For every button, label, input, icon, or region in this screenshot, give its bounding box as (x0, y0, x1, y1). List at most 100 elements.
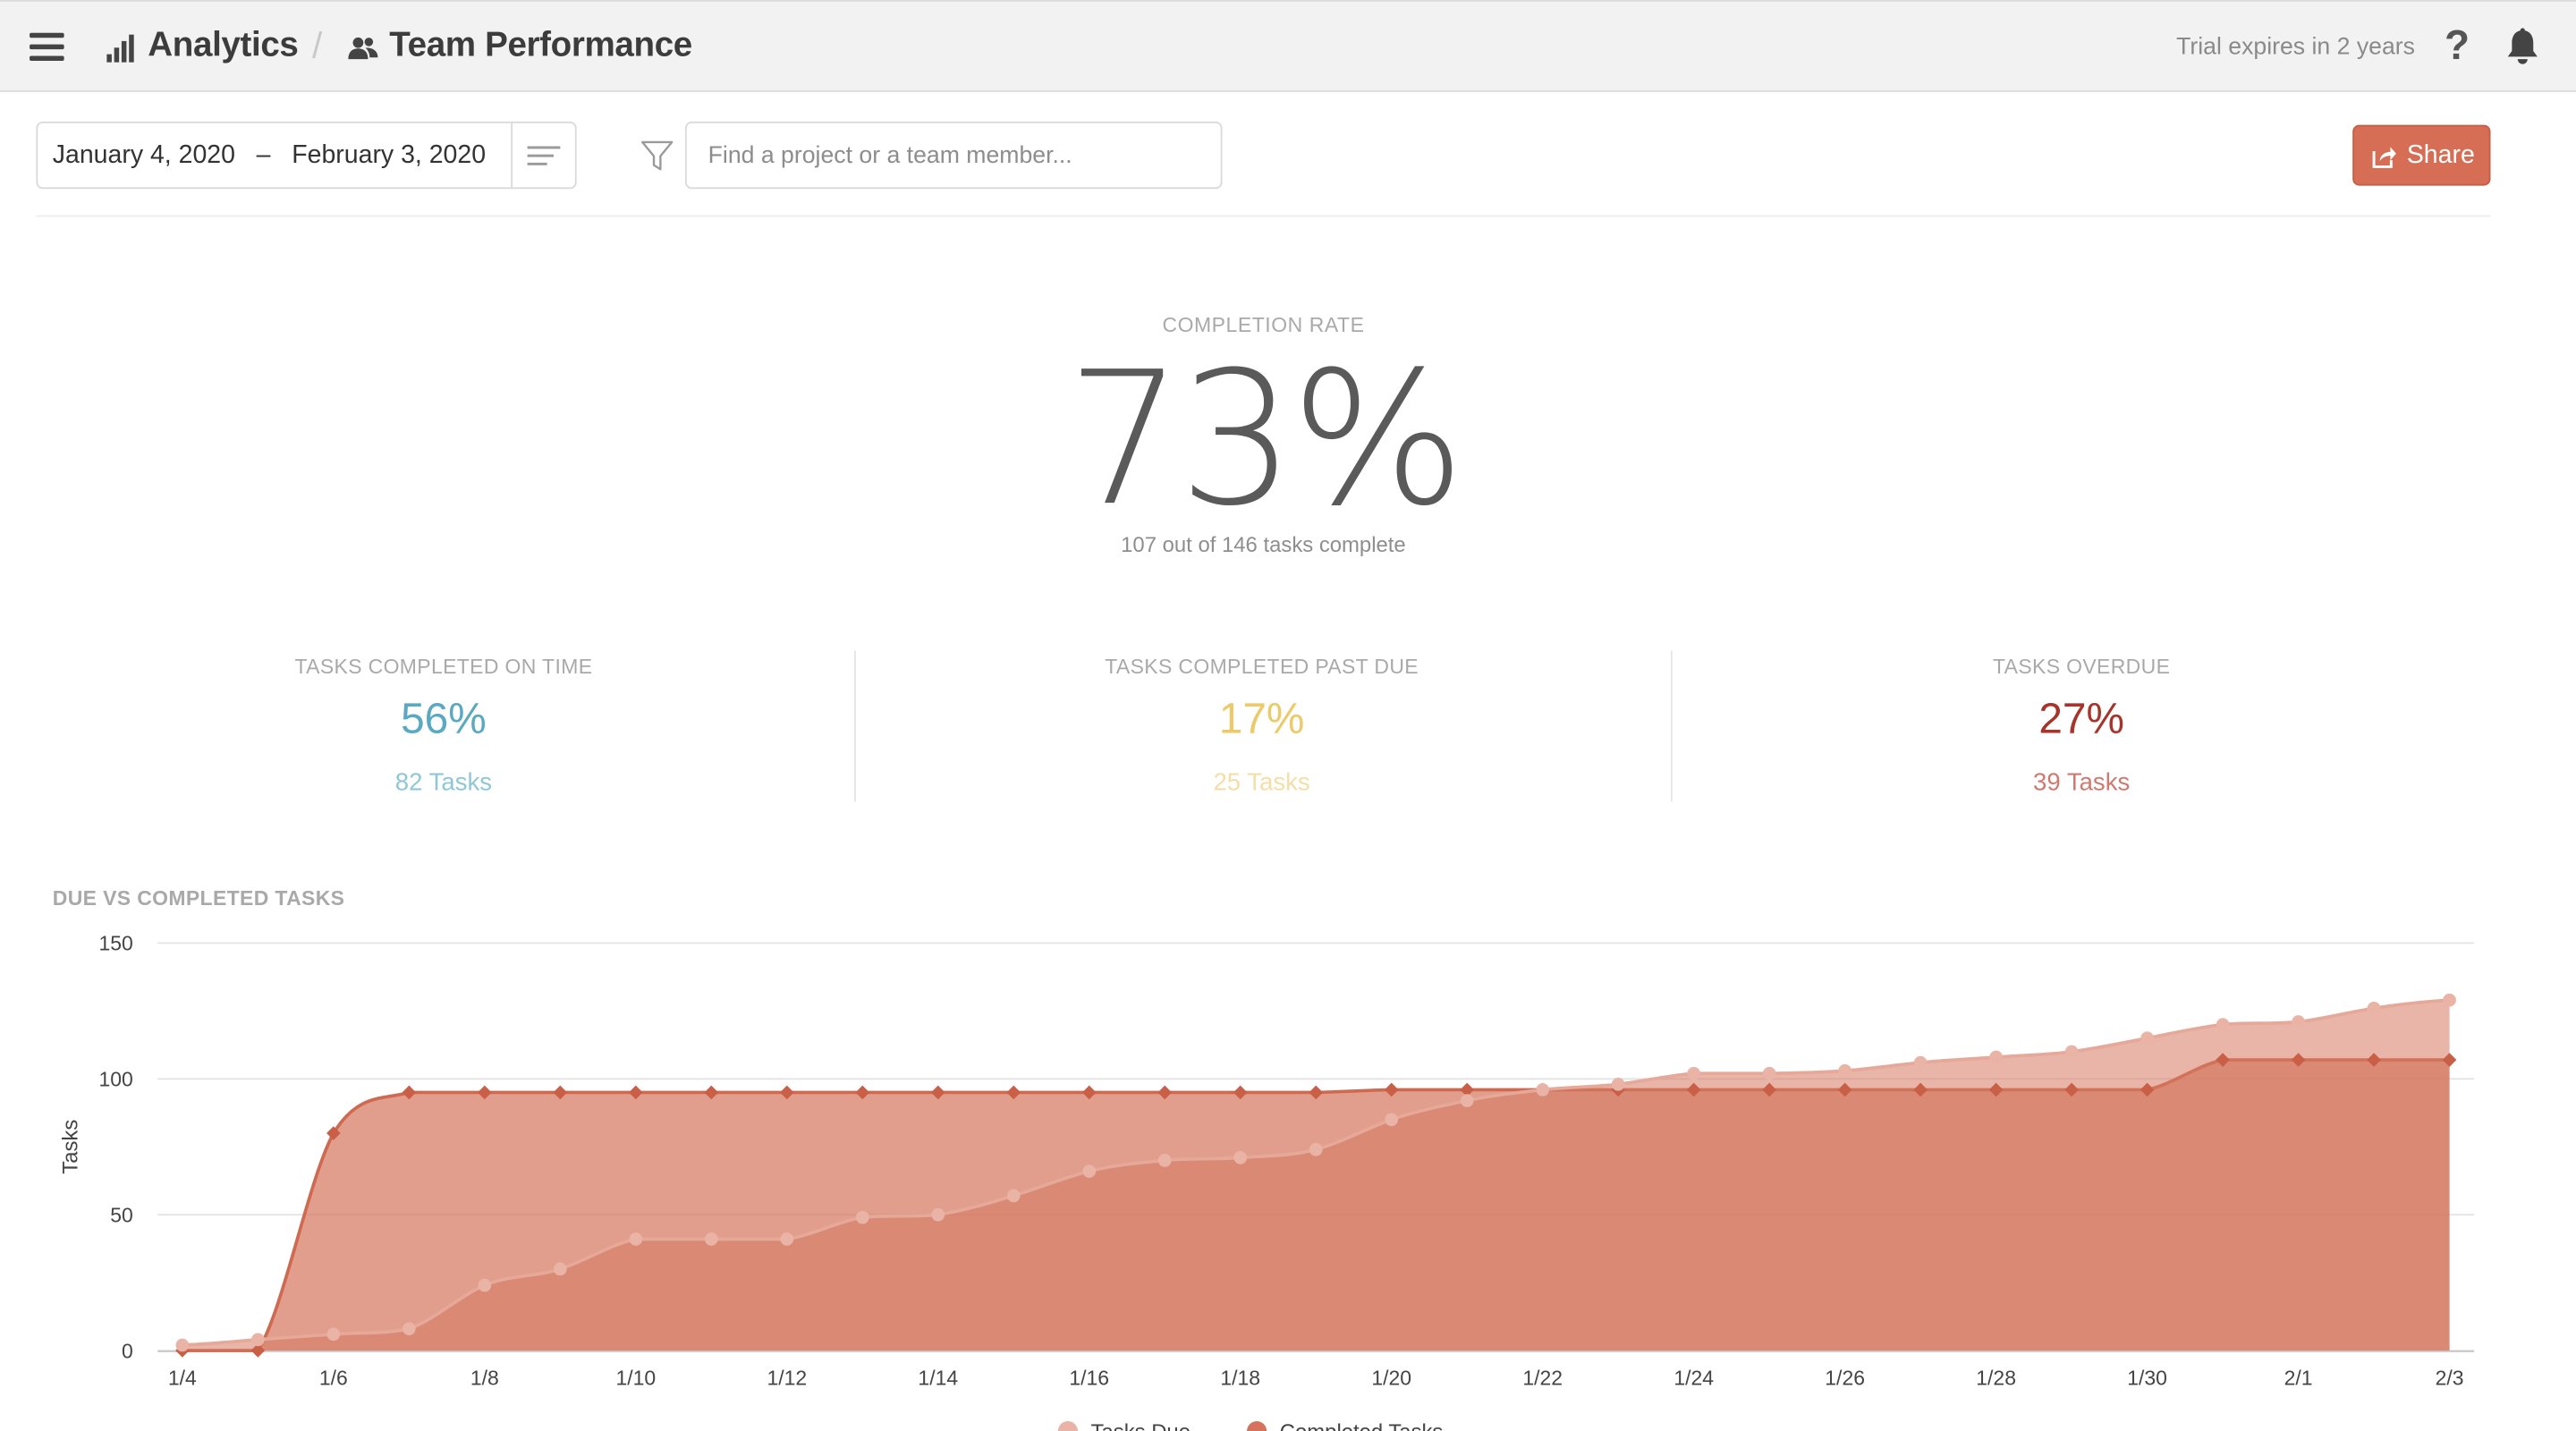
bell-icon[interactable] (2505, 28, 2540, 65)
date-range-text[interactable]: January 4, 2020 – February 3, 2020 (52, 140, 487, 170)
hamburger-menu-icon[interactable] (30, 32, 64, 61)
stat-percent: 17% (1218, 693, 1305, 743)
data-point-tasks-due (251, 1333, 265, 1347)
data-point-completed-tasks (1837, 1082, 1852, 1097)
data-point-tasks-due (2064, 1045, 2079, 1059)
x-tick-label: 2/3 (2436, 1367, 2464, 1390)
legend-label: Completed Tasks (1280, 1420, 1444, 1431)
stat-tasks: 82 Tasks (394, 768, 493, 797)
legend-swatch-completed-tasks (1247, 1420, 1267, 1431)
sort-lines-icon (527, 146, 561, 165)
data-point-tasks-due (1611, 1078, 1625, 1091)
x-tick-label: 1/14 (918, 1367, 958, 1390)
date-sort-button[interactable] (511, 123, 575, 188)
stat-past-due: TASKS COMPLETED PAST DUE 17% 25 Tasks (852, 650, 1671, 805)
date-range-picker[interactable]: January 4, 2020 – February 3, 2020 (36, 121, 577, 190)
data-point-completed-tasks (326, 1126, 341, 1140)
trial-notice[interactable]: Trial expires in 2 years (2176, 34, 2416, 61)
completion-rate-label: COMPLETION RATE (1162, 313, 1365, 337)
x-tick-label: 1/8 (470, 1367, 499, 1390)
y-tick-label: 0 (122, 1339, 133, 1362)
stat-percent: 27% (2038, 693, 2124, 743)
legend-label: Tasks Due (1091, 1420, 1191, 1431)
x-tick-label: 1/30 (2127, 1367, 2167, 1390)
filter-icon[interactable] (640, 140, 674, 173)
data-point-tasks-due (629, 1232, 643, 1246)
data-point-tasks-due (553, 1262, 567, 1276)
stat-tasks: 25 Tasks (1213, 768, 1310, 797)
data-point-tasks-due (855, 1210, 869, 1224)
chart-title: DUE VS COMPLETED TASKS (52, 886, 345, 910)
legend-swatch-tasks-due (1057, 1420, 1078, 1431)
x-tick-label: 1/16 (1069, 1367, 1109, 1390)
x-tick-label: 1/26 (1825, 1367, 1865, 1390)
series-area-tasks-due (182, 1000, 2450, 1351)
x-tick-label: 1/10 (615, 1367, 656, 1390)
data-point-completed-tasks (1686, 1082, 1701, 1097)
share-button[interactable]: Share (2352, 124, 2491, 186)
data-point-completed-tasks (1988, 1082, 2004, 1097)
data-point-tasks-due (2216, 1018, 2230, 1031)
data-point-tasks-due (1309, 1142, 1323, 1156)
x-tick-label: 1/12 (767, 1367, 807, 1390)
stat-percent: 56% (401, 693, 487, 743)
data-point-tasks-due (1233, 1151, 1248, 1164)
data-point-tasks-due (1460, 1094, 1474, 1107)
data-point-tasks-due (175, 1338, 190, 1352)
stat-label: TASKS COMPLETED PAST DUE (1105, 655, 1419, 679)
data-point-tasks-due (1385, 1113, 1399, 1127)
y-tick-label: 100 (98, 1068, 132, 1091)
stat-divider (1670, 650, 1673, 802)
x-tick-label: 1/18 (1220, 1367, 1260, 1390)
x-tick-label: 1/22 (1522, 1367, 1563, 1390)
breadcrumb-separator: / (311, 24, 323, 66)
data-point-tasks-due (780, 1232, 794, 1246)
data-point-completed-tasks (1460, 1082, 1474, 1097)
x-tick-label: 1/28 (1976, 1367, 2016, 1390)
data-point-tasks-due (2443, 993, 2456, 1007)
data-point-tasks-due (1687, 1066, 1701, 1080)
data-point-tasks-due (326, 1327, 341, 1342)
data-point-tasks-due (478, 1278, 492, 1292)
x-tick-label: 2/1 (2284, 1367, 2313, 1390)
data-point-tasks-due (704, 1232, 718, 1246)
data-point-tasks-due (1762, 1066, 1776, 1080)
data-point-completed-tasks (2291, 1053, 2306, 1067)
search-input[interactable] (684, 121, 1223, 190)
data-point-completed-tasks (2064, 1082, 2079, 1097)
y-axis-label: Tasks (58, 1120, 82, 1174)
stat-tasks: 39 Tasks (2033, 768, 2131, 797)
data-point-completed-tasks (2367, 1053, 2381, 1067)
stat-overdue: TASKS OVERDUE 27% 39 Tasks (1673, 650, 2491, 805)
breadcrumb-team-performance: Team Performance (389, 26, 692, 64)
stat-label: TASKS OVERDUE (1992, 655, 2171, 679)
y-tick-label: 50 (110, 1203, 133, 1226)
completion-rate-subtitle: 107 out of 146 tasks complete (1121, 532, 1406, 557)
help-icon[interactable]: ? (2445, 22, 2470, 70)
share-icon (2372, 147, 2396, 168)
breadcrumb-analytics[interactable]: Analytics (148, 26, 299, 64)
data-point-tasks-due (1989, 1050, 2003, 1064)
stat-label: TASKS COMPLETED ON TIME (294, 655, 593, 679)
bar-chart-icon (106, 34, 134, 63)
top-bar: Analytics / Team Performance Trial expir… (0, 0, 2576, 92)
data-point-tasks-due (1157, 1154, 1172, 1167)
completion-rate-value: 73% (1066, 333, 1465, 547)
data-point-completed-tasks (1762, 1082, 1776, 1097)
data-point-tasks-due (1536, 1083, 1550, 1097)
stat-divider (854, 650, 856, 802)
data-point-tasks-due (1006, 1189, 1021, 1203)
data-point-tasks-due (1082, 1164, 1097, 1178)
stat-on-time: TASKS COMPLETED ON TIME 56% 82 Tasks (35, 650, 853, 805)
data-point-tasks-due (931, 1207, 945, 1222)
toolbar-divider (36, 215, 2491, 217)
x-tick-label: 1/6 (319, 1367, 348, 1390)
x-tick-label: 1/20 (1371, 1367, 1411, 1390)
y-tick-label: 150 (98, 932, 132, 955)
x-tick-label: 1/4 (168, 1367, 197, 1390)
x-tick-label: 1/24 (1674, 1367, 1714, 1390)
data-point-tasks-due (1913, 1055, 1928, 1070)
data-point-tasks-due (2140, 1031, 2154, 1046)
